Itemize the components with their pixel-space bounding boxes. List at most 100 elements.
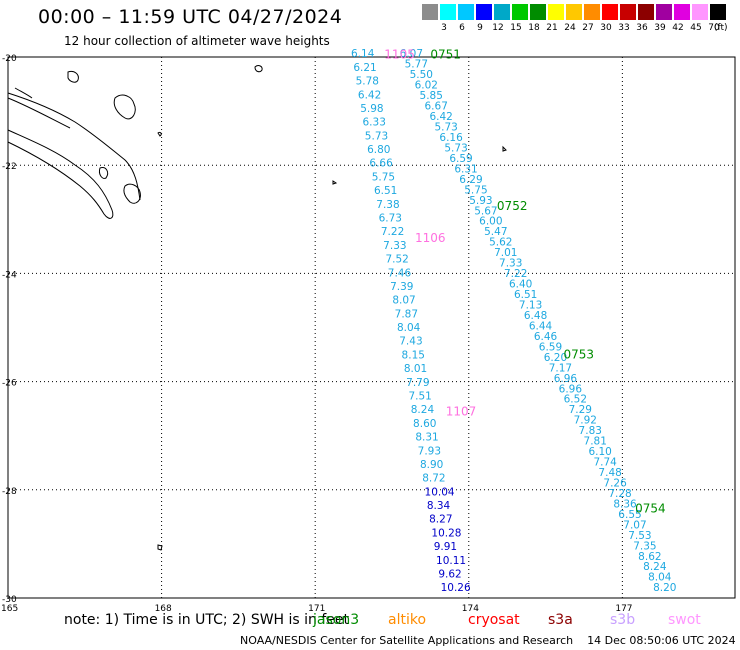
wave-height-value: 6.51 [514,289,537,301]
legend-label: 36 [636,23,648,33]
wave-height-value: 6.02 [415,80,438,92]
wave-height-value: 6.10 [588,446,611,458]
coastline-new-caledonia [7,65,507,551]
lon-label: 174 [462,604,479,614]
wave-height-value: 5.93 [469,195,492,207]
wave-height-value: 7.07 [623,519,646,531]
satellite-s3b: s3b [610,612,636,628]
wave-height-value: 8.27 [429,514,452,526]
wave-height-value: 7.79 [406,377,429,389]
wave-height-value: 6.48 [524,310,547,322]
legend-label: 9 [477,23,483,33]
wave-height-value: 6.29 [459,174,482,186]
wave-height-value: 5.73 [434,122,457,134]
wave-height-value: 6.42 [358,89,381,101]
wave-height-value: 5.73 [444,142,467,154]
wave-height-value: 7.35 [633,540,656,552]
legend-swatch [512,4,528,20]
wave-height-value: 6.00 [479,216,502,228]
wave-height-value: 7.83 [579,425,602,437]
legend-swatch [602,4,618,20]
wave-height-value: 8.20 [653,582,676,594]
wave-height-value: 10.11 [436,555,466,567]
wave-height-value: 8.07 [392,295,415,307]
wave-height-value: 8.72 [422,473,445,485]
wave-height-value: 5.75 [372,171,395,183]
wave-height-value: 8.15 [402,349,425,361]
legend-swatch [674,4,690,20]
wave-height-value: 10.04 [425,486,455,498]
wave-height-value: 7.53 [628,530,651,542]
wave-height-value: 6.16 [439,132,463,144]
wave-height-value: 7.01 [494,247,517,259]
wave-height-value: 7.51 [408,390,431,402]
lon-label: 177 [615,604,632,614]
legend-swatch [638,4,654,20]
pass-time-label: 1106 [415,231,446,245]
wave-height-value: 6.55 [618,509,641,521]
legend-label: 6 [459,23,465,33]
wave-height-value: 7.74 [593,457,617,469]
wave-height-value: 5.47 [484,226,507,238]
pass-time-label: 1105 [384,47,415,61]
legend-swatch [440,4,456,20]
legend-swatch [656,4,672,20]
wave-height-value: 7.52 [385,254,408,266]
wave-height-value: 6.42 [429,111,452,123]
wave-height-value: 6.46 [534,331,558,343]
legend-label: 39 [654,23,666,33]
legend-label: 70 [708,23,720,33]
wave-height-value: 7.92 [574,415,597,427]
wave-height-value: 7.13 [519,299,542,311]
wave-height-value: 9.62 [438,568,461,580]
legend-label: 27 [582,23,594,33]
legend-swatch [710,4,726,20]
wave-height-value: 7.48 [598,467,621,479]
wave-height-value: 8.04 [648,572,672,584]
legend-unit: (ft) [714,23,728,33]
legend-swatch [692,4,708,20]
pass-time-label: 0751 [430,47,461,61]
wave-height-value: 6.73 [379,213,402,225]
wave-height-value: 7.17 [549,362,572,374]
wave-height-value: 8.62 [638,551,661,563]
legend-label: 45 [690,23,702,33]
wave-height-value: 7.22 [381,226,404,238]
wave-height-value: 6.44 [529,320,553,332]
map-title: 00:00 – 11:59 UTC 04/27/2024 [38,6,343,28]
wave-height-value: 7.39 [390,281,413,293]
wave-height-value: 6.07 [400,48,423,60]
wave-height-value: 6.67 [425,101,448,113]
wave-height-value: 6.14 [351,48,375,60]
lon-label: 171 [308,604,325,614]
wave-height-value: 6.21 [353,62,376,74]
legend-label: 12 [492,23,504,33]
footer-credit: NOAA/NESDIS Center for Satellite Applica… [240,634,736,647]
wave-height-value: 8.01 [404,363,427,375]
wave-height-value: 6.96 [554,373,578,385]
legend-label: 15 [510,23,522,33]
legend-swatch [584,4,600,20]
satellite-cryosat: cryosat [468,612,520,628]
lat-label: -24 [2,270,17,280]
wave-height-value: 6.66 [369,158,393,170]
wave-height-value: 8.24 [643,561,667,573]
wave-height-value: 7.93 [418,445,441,457]
legend-label: 21 [546,23,558,33]
map-frame [7,56,736,599]
note-text: note: 1) Time is in UTC; 2) SWH is in fe… [64,612,350,628]
wave-height-value: 6.31 [454,163,477,175]
lon-label: 168 [155,604,172,614]
wave-height-value: 5.77 [405,59,428,71]
wave-height-value: 8.31 [415,432,438,444]
satellite-s3a: s3a [548,612,573,628]
wave-height-value: 7.43 [399,336,422,348]
satellite-swot: swot [668,612,701,628]
pass-time-label: 0754 [635,502,666,516]
pass-time-label: 0752 [497,199,528,213]
lat-label: -20 [2,54,17,64]
wave-height-value: 5.73 [365,130,388,142]
wave-height-value: 7.33 [383,240,406,252]
wave-height-value: 8.34 [427,500,451,512]
wave-height-value: 6.33 [363,117,386,129]
